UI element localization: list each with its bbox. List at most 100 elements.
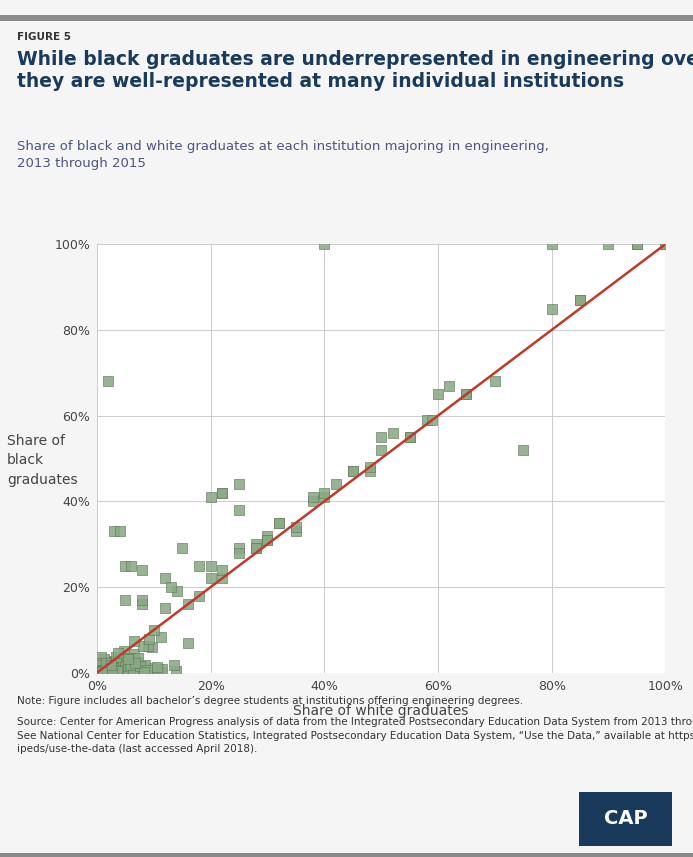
Point <box>432 387 444 401</box>
Point <box>205 572 216 585</box>
Point <box>273 516 284 530</box>
Point <box>105 665 116 679</box>
Point <box>120 593 131 607</box>
Point <box>112 660 123 674</box>
Point <box>115 660 126 674</box>
Point <box>108 655 119 668</box>
Point <box>518 443 529 457</box>
Point <box>96 658 107 672</box>
Point <box>98 666 109 680</box>
Point <box>109 660 120 674</box>
Point <box>125 559 137 572</box>
Point <box>97 666 108 680</box>
Point <box>234 503 245 517</box>
Point <box>96 662 107 676</box>
Point <box>105 659 116 673</box>
Point <box>105 663 116 677</box>
Point <box>146 640 157 654</box>
Point <box>104 660 115 674</box>
Point <box>96 662 107 675</box>
Point <box>631 237 642 251</box>
Point <box>92 665 103 679</box>
Point <box>107 662 119 675</box>
Point <box>99 658 110 672</box>
Point <box>93 666 104 680</box>
Point <box>94 664 105 678</box>
Point <box>205 559 216 572</box>
Point <box>103 375 114 388</box>
Point <box>143 639 154 653</box>
Point <box>96 655 107 668</box>
Point <box>105 664 116 678</box>
Text: While black graduates are underrepresented in engineering overall,
they are well: While black graduates are underrepresent… <box>17 50 693 92</box>
Point <box>262 533 273 547</box>
Point <box>96 664 107 678</box>
Point <box>262 533 273 547</box>
Point <box>660 237 671 251</box>
Point <box>95 662 106 676</box>
Point <box>119 664 130 678</box>
Point <box>128 652 139 666</box>
Point <box>105 664 116 678</box>
Point <box>105 662 116 676</box>
Point <box>166 580 177 594</box>
Point <box>98 665 109 679</box>
Point <box>100 663 111 677</box>
Point <box>105 658 116 672</box>
Point <box>92 663 103 677</box>
Text: Note: Figure includes all bachelor’s degree students at institutions offering en: Note: Figure includes all bachelor’s deg… <box>17 696 523 706</box>
Point <box>99 665 110 679</box>
Point <box>102 662 113 675</box>
Point <box>105 664 116 678</box>
Point <box>96 660 107 674</box>
Point <box>92 656 103 670</box>
Point <box>100 664 111 678</box>
Point <box>194 589 205 602</box>
Point <box>94 664 105 678</box>
Point <box>100 664 111 678</box>
Point <box>98 666 109 680</box>
Point <box>109 524 120 538</box>
Point <box>92 665 103 679</box>
Point <box>171 584 182 598</box>
Point <box>94 666 105 680</box>
Point <box>111 663 122 677</box>
Text: Share of
black
graduates: Share of black graduates <box>7 434 78 487</box>
Point <box>92 661 103 674</box>
Point <box>404 430 415 444</box>
Point <box>100 663 111 677</box>
Point <box>92 666 103 680</box>
Point <box>92 663 103 677</box>
Point <box>102 661 113 674</box>
Point <box>170 664 182 678</box>
Point <box>109 656 120 669</box>
Point <box>151 661 162 674</box>
Point <box>96 665 107 679</box>
Point <box>112 663 123 677</box>
Point <box>143 632 155 646</box>
Point <box>118 662 129 676</box>
Point <box>124 664 135 678</box>
Point <box>92 666 103 680</box>
Point <box>117 664 128 678</box>
Point <box>102 666 113 680</box>
Point <box>387 426 398 440</box>
Point <box>120 559 131 572</box>
Point <box>100 666 111 680</box>
Point <box>95 663 106 677</box>
Point <box>376 443 387 457</box>
Point <box>100 656 112 670</box>
Point <box>290 524 301 538</box>
Point <box>376 430 387 444</box>
Point <box>97 664 108 678</box>
Point <box>132 651 143 665</box>
Point <box>660 237 671 251</box>
Point <box>114 663 125 677</box>
Point <box>146 661 157 674</box>
Point <box>104 666 115 680</box>
Point <box>98 662 109 675</box>
Point <box>114 653 125 667</box>
Point <box>92 658 103 672</box>
Point <box>216 486 227 500</box>
Point <box>365 460 376 474</box>
